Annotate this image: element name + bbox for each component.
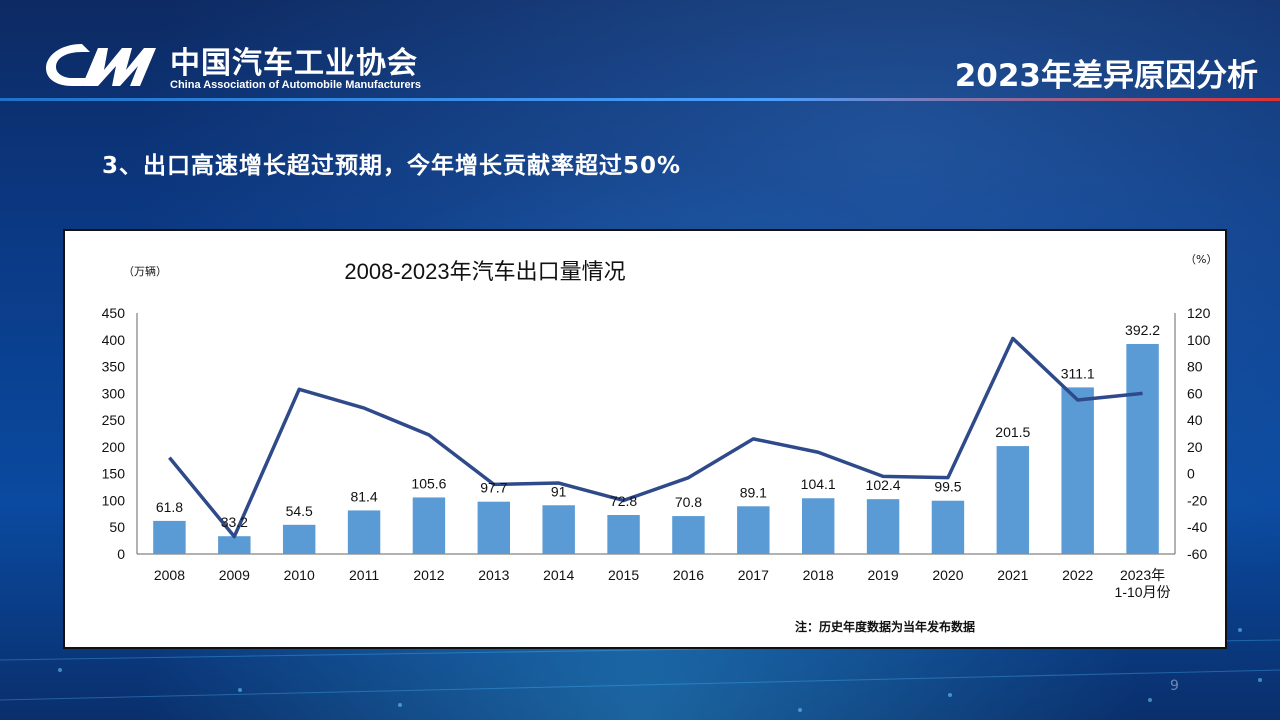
bar-2017	[737, 506, 770, 554]
y2-tick-label: -20	[1187, 492, 1207, 508]
y-tick-label: 200	[102, 439, 126, 455]
y2-tick-label: 120	[1187, 305, 1211, 321]
bar-2021	[996, 446, 1030, 554]
bar-2010	[282, 524, 316, 554]
y2-tick-label: -40	[1187, 519, 1207, 535]
y-tick-label: 400	[102, 332, 126, 348]
x-tick-label: 2015	[608, 567, 639, 583]
bar-value-label: 99.5	[934, 479, 961, 495]
bar-2012	[412, 497, 446, 554]
y2-tick-label: 80	[1187, 359, 1203, 375]
bar-2022	[1061, 387, 1094, 554]
bar-2015	[607, 515, 640, 554]
page-number: 9	[1170, 678, 1179, 694]
header: 中国汽车工业协会 China Association of Automobile…	[0, 0, 1280, 104]
x-tick-label: 2023年	[1120, 567, 1165, 583]
x-tick-label: 2014	[543, 567, 574, 583]
y-tick-label: 150	[102, 466, 126, 482]
org-name-cn: 中国汽车工业协会	[170, 46, 418, 81]
bar-value-label: 72.8	[610, 493, 637, 509]
x-tick-label: 2020	[932, 567, 963, 583]
x-tick-label: 2019	[867, 567, 898, 583]
export-volume-chart: 2008-2023年汽车出口量情况 （万辆） （%） 注：历史年度数据为当年发布…	[102, 253, 1218, 634]
bar-value-label: 89.1	[740, 484, 767, 500]
y2-axis-label: （%）	[1185, 253, 1217, 266]
bar-value-label: 70.8	[675, 494, 702, 510]
bar-2009	[218, 536, 251, 554]
x-tick-label: 2008	[154, 567, 185, 583]
bar-value-label: 54.5	[286, 503, 313, 519]
y2-tick-label: 100	[1187, 332, 1211, 348]
bar-value-label: 104.1	[801, 476, 836, 492]
y2-tick-label: 60	[1187, 385, 1203, 401]
caam-logo-icon	[46, 44, 156, 86]
y2-tick-label: -60	[1187, 546, 1207, 562]
chart-note: 注：历史年度数据为当年发布数据	[795, 619, 975, 634]
x-tick-label: 2022	[1062, 567, 1093, 583]
bar-2008	[153, 520, 186, 554]
header-divider	[0, 98, 1280, 101]
bar-value-label: 97.7	[480, 480, 507, 496]
x-tick-label: 1-10月份	[1115, 584, 1171, 600]
bar-value-label: 61.8	[156, 499, 183, 515]
section-title: 2023年差异原因分析	[954, 58, 1258, 94]
y-tick-label: 350	[102, 359, 126, 375]
bar-value-label: 105.6	[411, 475, 446, 491]
bar-value-label: 201.5	[995, 424, 1030, 440]
x-tick-label: 2011	[349, 567, 379, 583]
bar-2023年	[1126, 343, 1159, 554]
chart-title: 2008-2023年汽车出口量情况	[344, 259, 625, 284]
y2-tick-label: 20	[1187, 439, 1203, 455]
org-name-en: China Association of Automobile Manufact…	[170, 79, 421, 91]
y-tick-label: 300	[102, 385, 126, 401]
x-tick-label: 2012	[413, 567, 444, 583]
bar-value-label: 91	[551, 483, 567, 499]
bar-value-label: 311.1	[1061, 365, 1095, 381]
x-tick-label: 2021	[997, 567, 1028, 583]
chart-panel: 2008-2023年汽车出口量情况 （万辆） （%） 注：历史年度数据为当年发布…	[63, 229, 1227, 649]
x-tick-label: 2013	[478, 567, 509, 583]
x-tick-label: 2010	[284, 567, 315, 583]
y2-tick-label: 40	[1187, 412, 1203, 428]
bar-2014	[542, 505, 575, 554]
y-tick-label: 450	[102, 305, 126, 321]
y-tick-label: 50	[109, 519, 125, 535]
bar-2019	[866, 499, 900, 554]
x-tick-label: 2017	[738, 567, 769, 583]
y-tick-label: 250	[102, 412, 126, 428]
bar-value-label: 102.4	[866, 477, 901, 493]
y2-tick-label: 0	[1187, 466, 1195, 482]
bar-2013	[477, 501, 511, 554]
y-tick-label: 0	[117, 546, 125, 562]
bar-value-label: 81.4	[350, 488, 377, 504]
slide-subtitle: 3、出口高速增长超过预期，今年增长贡献率超过50%	[102, 153, 682, 179]
bar-value-label: 392.2	[1125, 322, 1160, 338]
x-tick-label: 2009	[219, 567, 250, 583]
bar-2018	[801, 498, 835, 554]
growth-rate-line	[168, 336, 1143, 539]
bar-2016	[672, 516, 705, 554]
y-tick-label: 100	[102, 492, 126, 508]
bar-value-label: 33.2	[221, 514, 248, 530]
y-axis-label: （万辆）	[123, 264, 167, 278]
x-tick-label: 2016	[673, 567, 704, 583]
bar-2020	[931, 500, 965, 554]
bar-2011	[347, 510, 381, 554]
x-tick-label: 2018	[803, 567, 834, 583]
